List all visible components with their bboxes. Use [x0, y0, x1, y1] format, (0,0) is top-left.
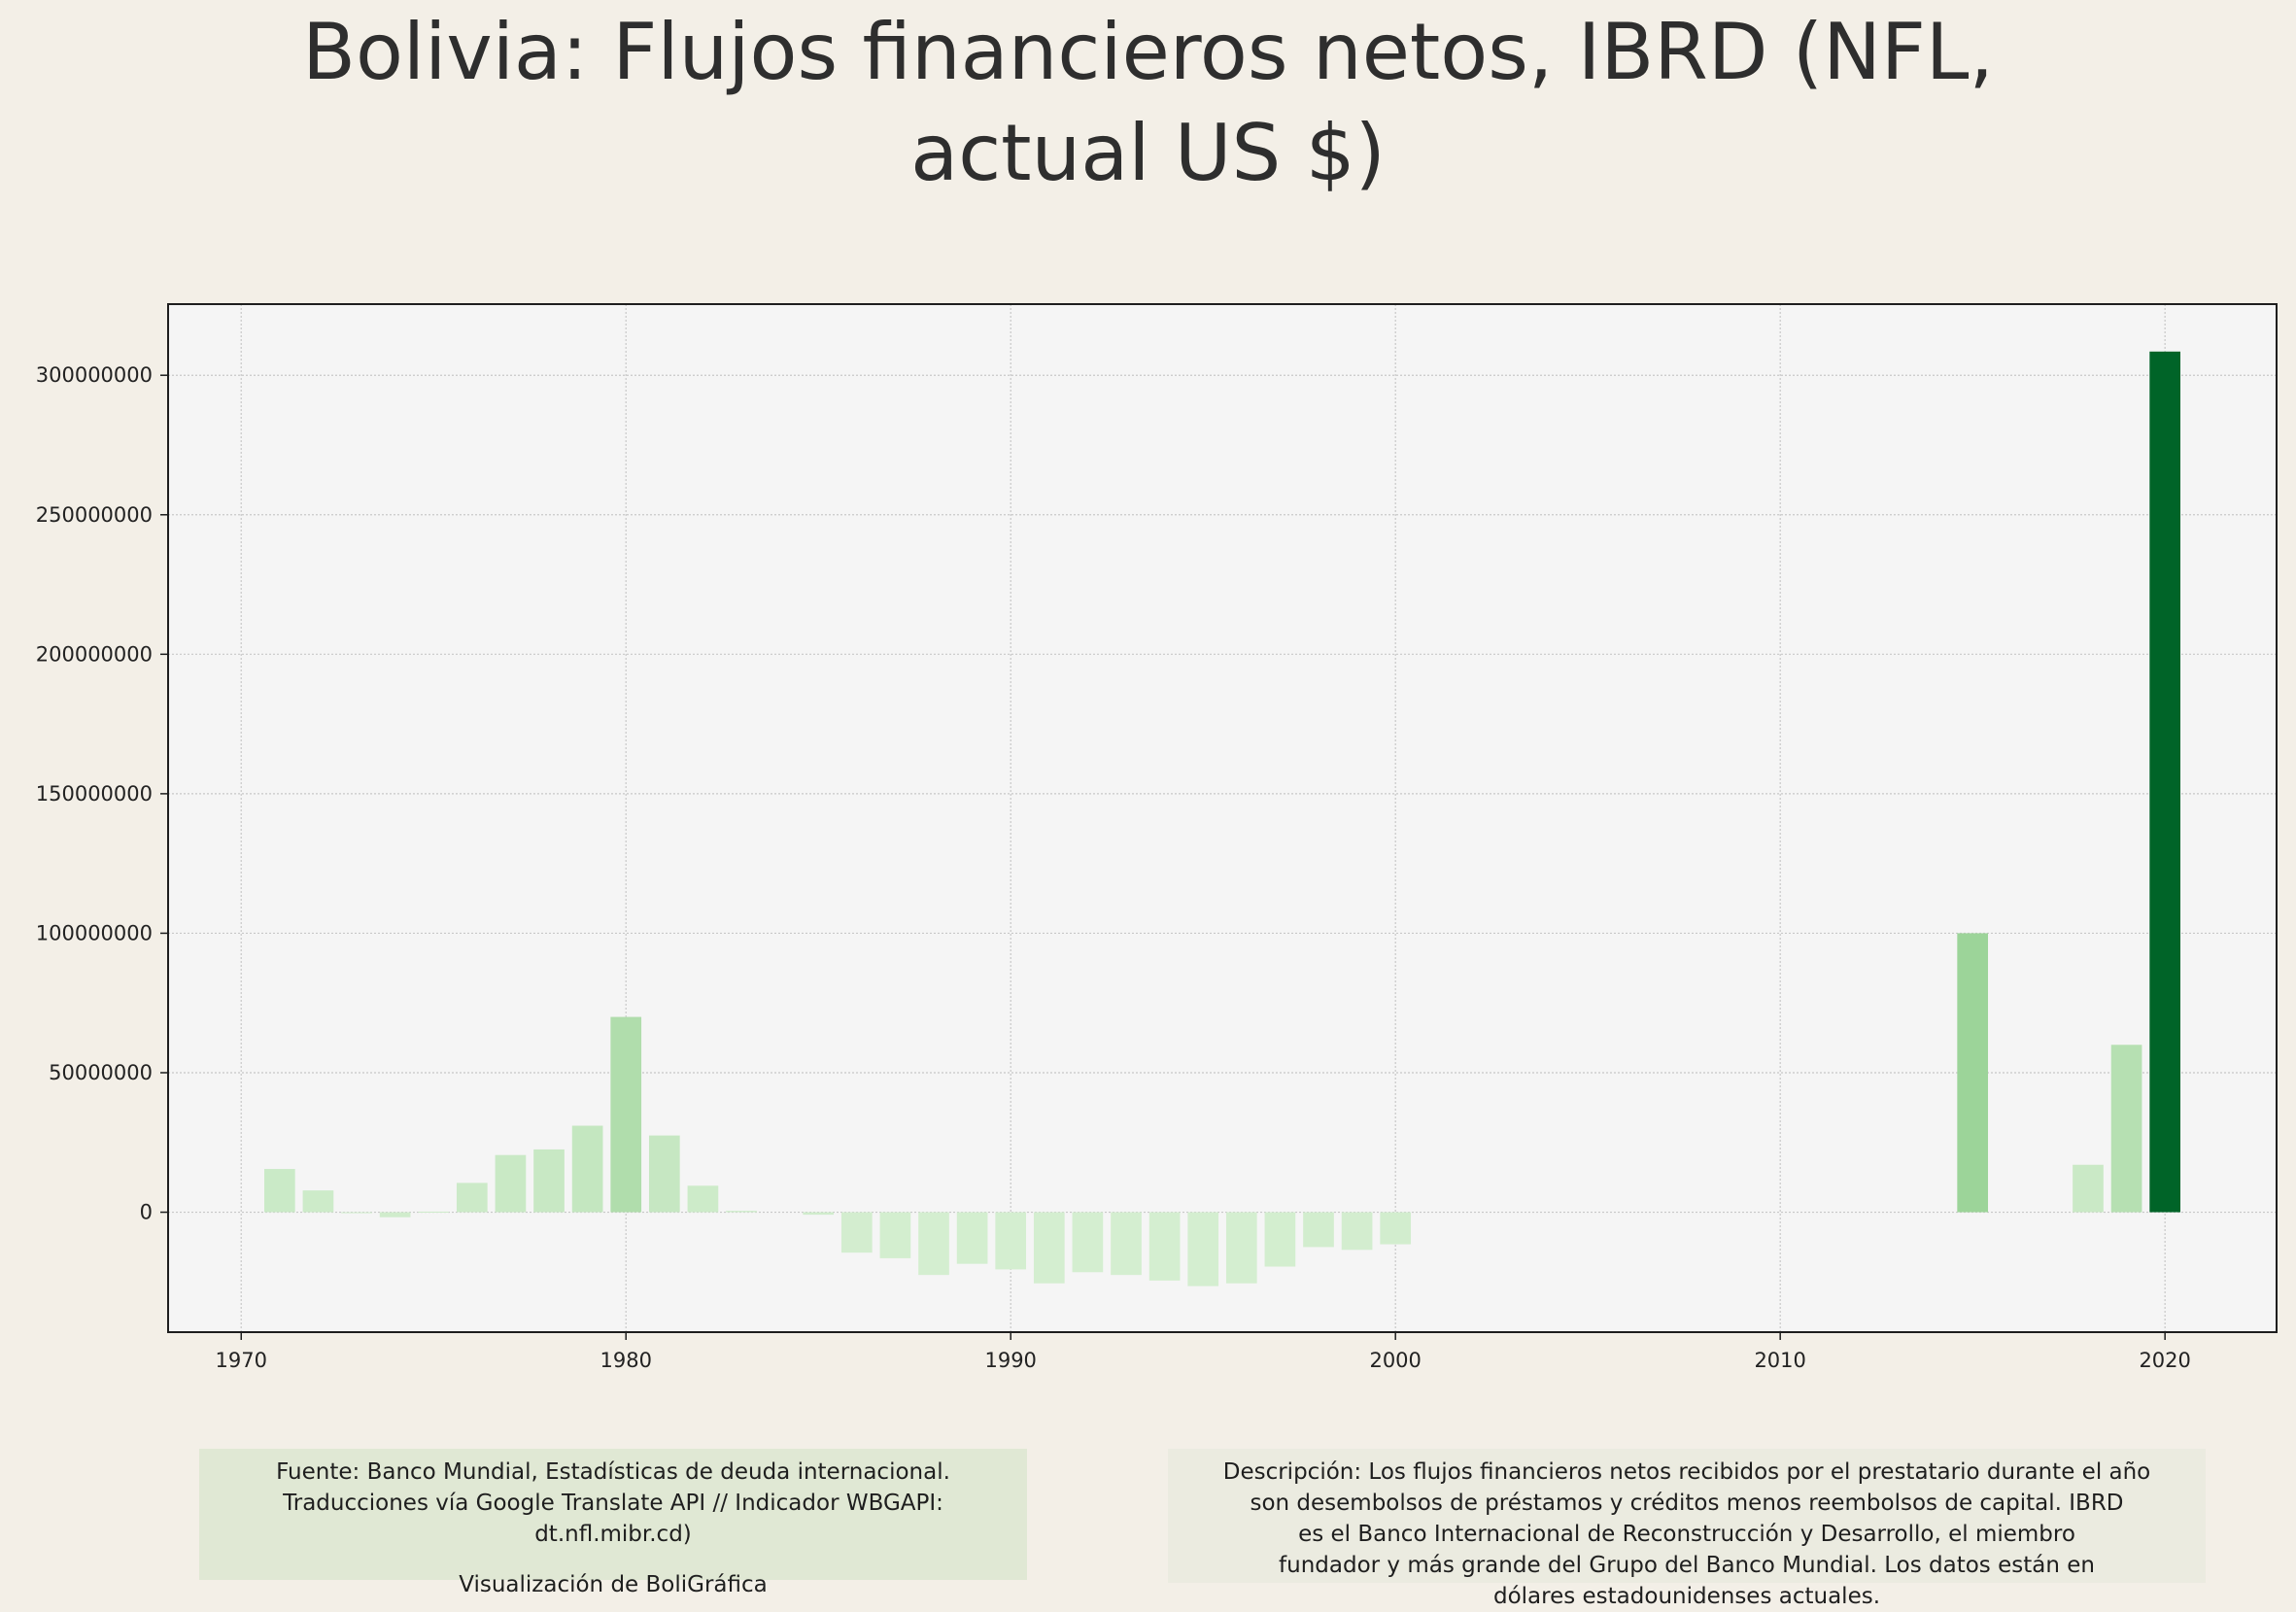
- bar-1998: [1303, 1212, 1334, 1248]
- bar-1983: [726, 1211, 757, 1213]
- y-tick-label: 50000000: [49, 1061, 153, 1084]
- bar-1991: [1033, 1212, 1065, 1284]
- bar-1990: [995, 1212, 1027, 1270]
- y-axis-ticks: 0 50000000 100000000 150000000 200000000 2500…: [36, 363, 168, 1224]
- bar-1992: [1072, 1212, 1104, 1273]
- bar-2018: [2073, 1164, 2104, 1213]
- bar-1985: [803, 1212, 835, 1216]
- description-line-4: fundador y más grande del Grupo del Banc…: [1279, 1553, 2095, 1578]
- description-line-5: dólares estadounidenses actuales.: [1492, 1584, 1881, 1609]
- y-tick-label: 200000000: [36, 642, 153, 666]
- bar-1976: [456, 1183, 488, 1213]
- description-note: Descripción: Los flujos financieros neto…: [1168, 1449, 2206, 1609]
- bar-1995: [1187, 1212, 1219, 1286]
- x-tick-label: 1980: [600, 1349, 651, 1372]
- x-tick-label: 1970: [216, 1349, 267, 1372]
- source-note: Fuente: Banco Mundial, Estadísticas de d…: [199, 1449, 1027, 1597]
- bar-1996: [1225, 1212, 1257, 1284]
- y-tick-label: 100000000: [36, 921, 153, 944]
- bar-1988: [918, 1212, 949, 1276]
- x-tick-label: 1990: [984, 1349, 1036, 1372]
- bar-1971: [263, 1169, 295, 1213]
- grid-lines: [168, 304, 2277, 1332]
- bar-1972: [302, 1190, 334, 1213]
- bar-1993: [1111, 1212, 1142, 1276]
- x-tick-label: 2020: [2139, 1349, 2190, 1372]
- bar-1973: [341, 1212, 372, 1214]
- bar-1986: [840, 1212, 873, 1253]
- y-tick-label: 250000000: [36, 503, 153, 527]
- bar-1977: [495, 1154, 527, 1213]
- y-tick-label: 150000000: [36, 782, 153, 806]
- x-tick-label: 2000: [1369, 1349, 1421, 1372]
- chart-title: Bolivia: Flujos financieros netos, IBRD …: [0, 0, 2296, 204]
- bar-2020: [2149, 351, 2181, 1213]
- bar-chart: 1970 1980 1990 2000 2010 2020 0 50000000 100000…: [36, 303, 2278, 1372]
- bar-1980: [610, 1016, 642, 1213]
- bar-2000: [1380, 1212, 1412, 1245]
- chart-title-line-2: actual US $): [910, 108, 1386, 198]
- bar-1997: [1264, 1212, 1296, 1267]
- plot-frame: [167, 303, 2278, 1333]
- description-line-3: es el Banco Internacional de Reconstrucc…: [1298, 1522, 2075, 1547]
- bar-1978: [533, 1149, 565, 1213]
- x-axis-ticks: 1970 1980 1990 2000 2010 2020: [216, 1332, 2191, 1372]
- bar-1979: [571, 1125, 603, 1213]
- source-line-3: dt.nfl.mibr.cd): [534, 1522, 692, 1547]
- chart-title-line-1: Bolivia: Flujos financieros netos, IBRD …: [302, 7, 1994, 97]
- bar-1987: [879, 1212, 911, 1258]
- source-line-1: Fuente: Banco Mundial, Estadísticas de d…: [276, 1459, 950, 1485]
- bar-2019: [2110, 1045, 2142, 1213]
- bar-1989: [956, 1212, 988, 1264]
- y-tick-label: 300000000: [36, 363, 153, 387]
- credit-line: Visualización de BoliGráfica: [459, 1572, 768, 1597]
- x-tick-label: 2010: [1754, 1349, 1805, 1372]
- bar-1981: [648, 1135, 680, 1213]
- description-line-1: Descripción: Los flujos financieros neto…: [1222, 1459, 2151, 1485]
- y-tick-label: 0: [140, 1201, 153, 1224]
- bar-1994: [1148, 1212, 1181, 1281]
- bar-2015: [1957, 933, 1989, 1213]
- source-line-2: Traducciones vía Google Translate API //…: [283, 1491, 943, 1516]
- bar-1974: [379, 1212, 411, 1218]
- description-line-2: son desembolsos de préstamos y créditos …: [1250, 1491, 2124, 1516]
- bar-1975: [418, 1211, 450, 1213]
- bars: [263, 351, 2181, 1286]
- bar-1999: [1341, 1212, 1373, 1251]
- bar-1982: [687, 1185, 719, 1213]
